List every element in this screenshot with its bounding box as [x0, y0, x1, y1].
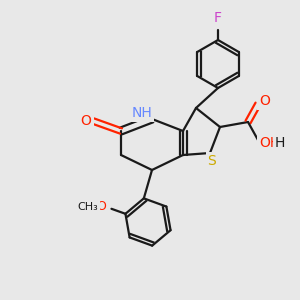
Text: CH₃: CH₃: [77, 202, 98, 212]
Text: O: O: [260, 94, 270, 108]
Text: H: H: [275, 136, 285, 150]
Text: O: O: [97, 200, 106, 213]
Text: S: S: [208, 154, 216, 168]
Text: OH: OH: [260, 136, 280, 150]
Text: O: O: [81, 114, 92, 128]
Text: F: F: [214, 11, 222, 25]
Text: NH: NH: [132, 106, 152, 120]
